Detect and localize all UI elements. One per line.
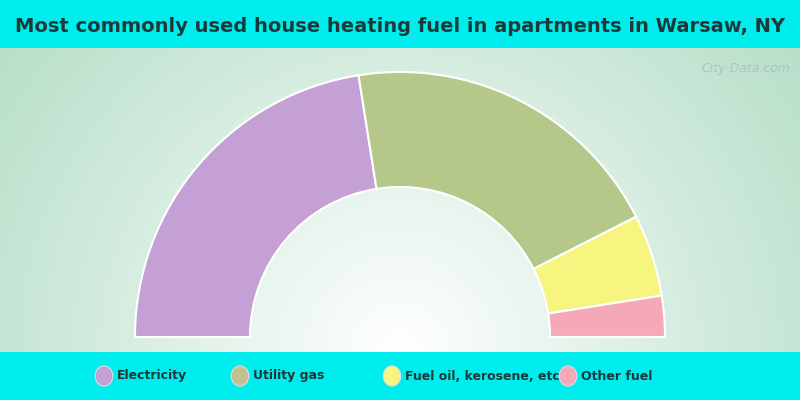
Text: Electricity: Electricity [117,370,187,382]
Wedge shape [548,296,665,337]
Ellipse shape [383,366,401,386]
Wedge shape [135,75,377,337]
Text: Other fuel: Other fuel [581,370,652,382]
Wedge shape [534,217,662,314]
Ellipse shape [231,366,249,386]
Text: Fuel oil, kerosene, etc.: Fuel oil, kerosene, etc. [405,370,564,382]
Wedge shape [358,72,636,269]
Ellipse shape [95,366,113,386]
Text: Utility gas: Utility gas [253,370,324,382]
Ellipse shape [559,366,577,386]
Text: City-Data.com: City-Data.com [701,62,790,75]
Text: Most commonly used house heating fuel in apartments in Warsaw, NY: Most commonly used house heating fuel in… [15,17,785,36]
